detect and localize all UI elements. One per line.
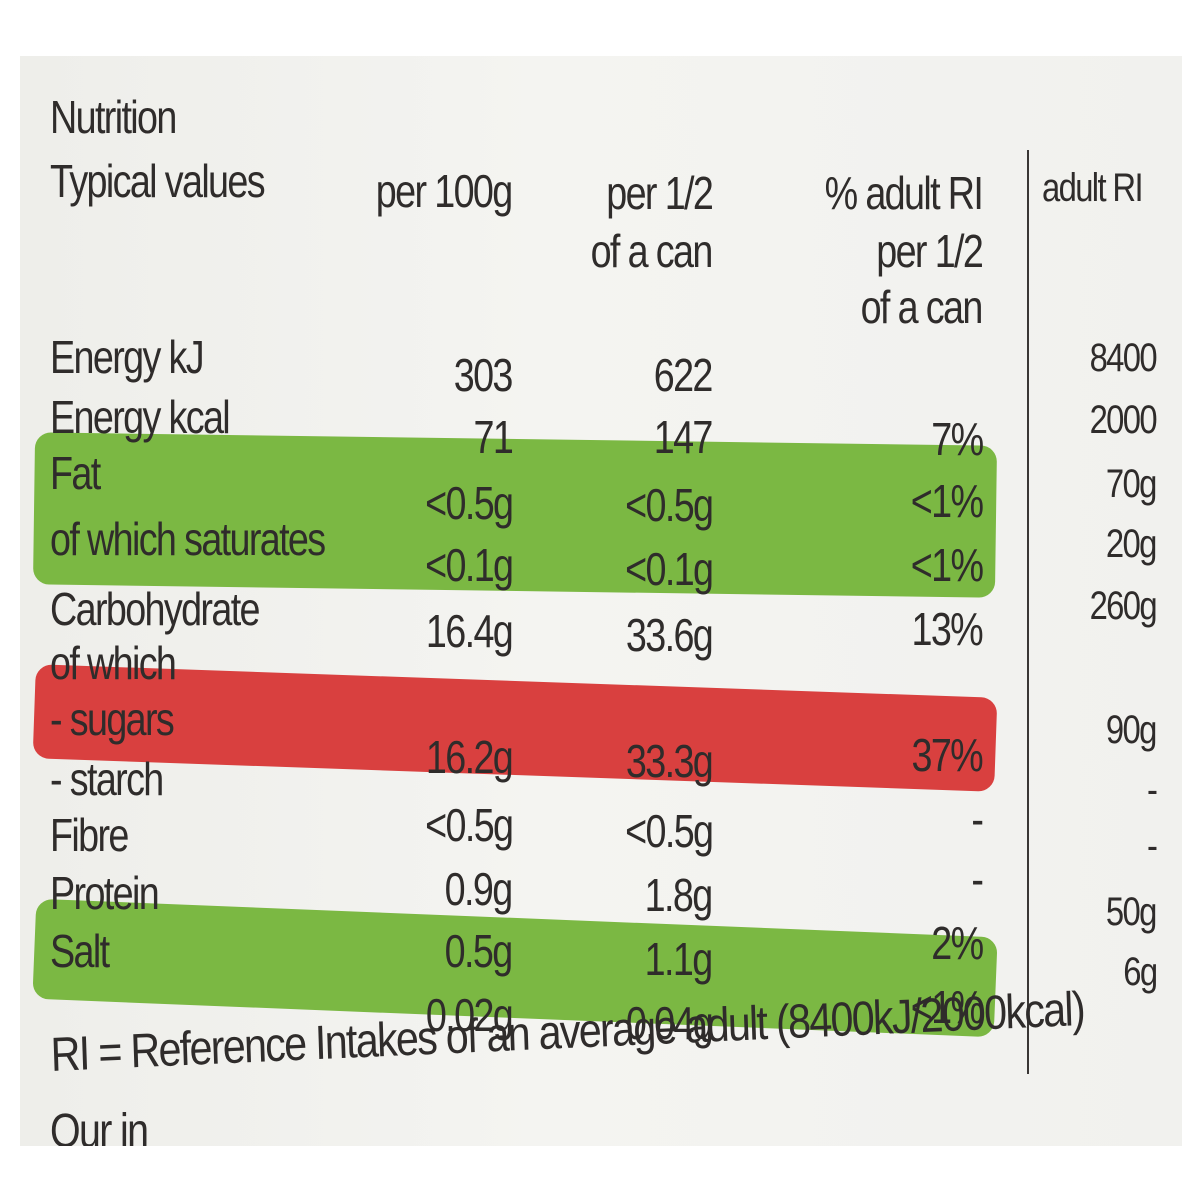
sugars-highlight-band — [32, 664, 998, 792]
pct-ri-header-line3: of a can — [860, 281, 984, 333]
panel-title: Nutrition — [50, 91, 177, 143]
per-half-can-header-line1: per 1/2 — [606, 167, 714, 219]
per-100g-value: 16.4g — [425, 605, 514, 657]
per-half-value: 1.8g — [645, 869, 713, 921]
pct-ri-value: 13% — [911, 603, 983, 655]
pct-ri-value: 7% — [930, 413, 984, 465]
per-half-value: <0.5g — [624, 805, 714, 857]
adult-ri-value: 2000 — [1089, 398, 1158, 442]
per-half-value: 622 — [653, 349, 714, 401]
row-label: Salt — [50, 925, 110, 977]
adult-ri-value: 260g — [1089, 584, 1158, 628]
row-label: Fat — [50, 447, 101, 499]
per-100g-value: 0.5g — [445, 925, 513, 977]
adult-ri-value: 90g — [1106, 708, 1157, 752]
row-label: of which saturates — [50, 513, 326, 565]
per-100g-value: 0.9g — [445, 863, 513, 915]
pct-ri-value: 2% — [930, 917, 984, 969]
per-100g-value: 16.2g — [425, 731, 514, 783]
pct-ri-value: <1% — [910, 475, 983, 527]
per-half-value: 1.1g — [645, 933, 713, 985]
per-100g-value: <0.5g — [424, 477, 514, 529]
adult-ri-value: 8400 — [1089, 336, 1158, 380]
row-label: Fibre — [50, 809, 129, 861]
row-label: Energy kJ — [50, 331, 205, 383]
column-divider — [1027, 150, 1029, 1074]
adult-ri-value: 70g — [1106, 462, 1157, 506]
nutrition-label: Nutrition Typical values per 100g per 1/… — [20, 56, 1182, 1146]
cutoff-text: Our in — [50, 1105, 149, 1147]
per-half-value: <0.5g — [624, 479, 714, 531]
per-half-value: 147 — [653, 411, 714, 463]
adult-ri-value: - — [1146, 824, 1158, 868]
per-100g-header: per 100g — [376, 165, 513, 217]
row-label: of which — [50, 637, 177, 689]
pct-ri-value: - — [971, 793, 984, 845]
adult-ri-value: - — [1146, 768, 1158, 812]
per-half-value: 33.3g — [625, 735, 714, 787]
row-label: Energy kcal — [50, 391, 231, 443]
per-half-value: 33.6g — [625, 609, 714, 661]
per-half-value: <0.1g — [624, 543, 714, 595]
per-half-value: 0.04g — [625, 997, 714, 1049]
per-half-can-header-line2: of a can — [590, 225, 714, 277]
pct-ri-header-line2: per 1/2 — [876, 225, 984, 277]
typical-values-header: Typical values — [50, 155, 266, 207]
per-100g-value: <0.1g — [424, 539, 514, 591]
per-100g-value: 303 — [453, 349, 514, 401]
adult-ri-value: 6g — [1122, 950, 1158, 994]
per-100g-value: <0.5g — [424, 799, 514, 851]
row-label: Carbohydrate — [50, 583, 261, 635]
row-label: Protein — [50, 867, 160, 919]
adult-ri-value: 20g — [1106, 522, 1157, 566]
pct-ri-value: 37% — [911, 729, 983, 781]
row-label: - sugars — [50, 693, 175, 745]
pct-ri-value: - — [971, 853, 984, 905]
per-100g-value: 71 — [473, 411, 513, 463]
adult-ri-value: 50g — [1106, 890, 1157, 934]
pct-ri-value: <1% — [910, 981, 983, 1033]
row-label: - starch — [50, 753, 164, 805]
adult-ri-header: adult RI — [1042, 166, 1144, 210]
pct-ri-value: <1% — [910, 539, 983, 591]
per-100g-value: 0.02g — [425, 989, 514, 1041]
pct-ri-header-line1: % adult RI — [824, 167, 983, 219]
